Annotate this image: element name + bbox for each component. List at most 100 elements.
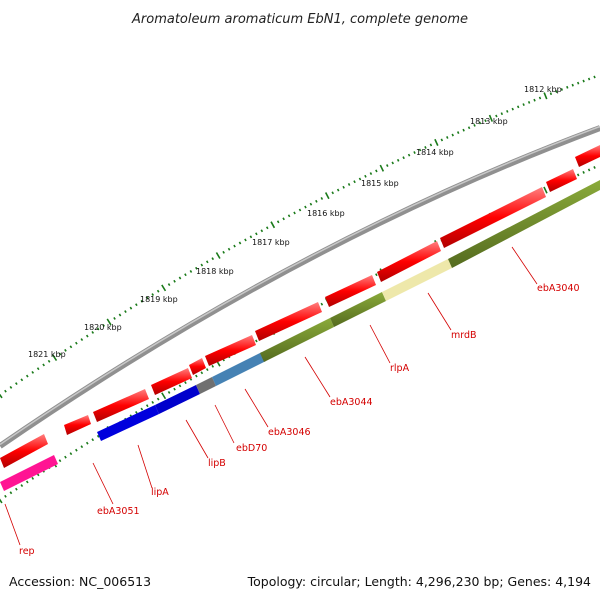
gene-arrow[interactable] (93, 389, 149, 422)
ruler-tick (106, 318, 112, 326)
ruler-tick (407, 153, 411, 157)
ruler-tick (587, 77, 591, 81)
ruler-tick (555, 90, 558, 93)
ruler-tick (582, 79, 585, 83)
ruler-tick (391, 161, 394, 165)
gene-arrow[interactable] (255, 302, 322, 341)
ruler-tick (47, 359, 51, 363)
ruler-tick (64, 348, 67, 352)
gene-arrow-mrdB[interactable] (382, 259, 452, 301)
gene-label[interactable]: ebD70 (236, 443, 267, 454)
ruler-tick (151, 293, 155, 297)
ruler-tick (298, 208, 302, 212)
ruler-tick (161, 284, 167, 292)
gene-label[interactable]: ebA3046 (268, 427, 311, 438)
gene-label[interactable]: mrdB (451, 330, 477, 341)
ruler-tick (215, 252, 221, 259)
gene-arrow[interactable] (325, 275, 376, 307)
ruler-tick (173, 387, 176, 391)
ruler-tick (434, 138, 439, 146)
ruler-tick (255, 339, 258, 343)
ruler-tick (80, 445, 84, 449)
gene-label[interactable]: ebA3044 (330, 397, 373, 408)
gene-arrow-rlpA[interactable] (330, 292, 386, 327)
ruler-label: 1818 kbp (196, 267, 234, 276)
ruler-tick (375, 273, 378, 277)
gene-arrow[interactable] (440, 187, 546, 248)
ruler-tick (96, 434, 100, 438)
gene-arrow[interactable] (377, 241, 441, 282)
ruler-label: 1819 kbp (140, 295, 178, 304)
gene-arrow-ebA3046[interactable] (212, 352, 266, 386)
gene-arrow-ebA3044[interactable] (260, 318, 334, 362)
gene-arrow-ebA3040[interactable] (448, 180, 600, 268)
ruler-tick (543, 92, 548, 100)
ruler-tick (140, 407, 144, 411)
ruler-tick (184, 381, 187, 385)
ruler-tick (96, 327, 100, 331)
ruler-tick (145, 404, 149, 408)
ruler-tick (571, 83, 574, 87)
ruler-label: 1814 kbp (416, 148, 454, 157)
ruler-label: 1815 kbp (361, 179, 399, 188)
gene-arrow-ebD70[interactable] (196, 377, 216, 394)
ruler-tick (582, 170, 585, 174)
ruler-tick (287, 214, 291, 218)
ruler-tick (282, 217, 285, 221)
ruler-tick (255, 232, 258, 236)
gene-arrow-rep-forward[interactable] (0, 434, 48, 468)
ruler-tick (478, 121, 482, 125)
ruler-tick (576, 173, 580, 177)
ruler-tick (75, 341, 78, 345)
backbone-highlight (0, 125, 600, 446)
gene-arrow[interactable] (546, 169, 577, 192)
gene-label[interactable]: ebA3040 (537, 283, 580, 294)
ruler-tick (113, 317, 116, 320)
ruler-tick (516, 105, 520, 109)
ruler-tick (129, 306, 133, 310)
ruler-tick (211, 257, 215, 261)
ruler-tick (238, 241, 242, 245)
ruler-tick (20, 484, 24, 487)
ruler-tick (336, 188, 340, 192)
gene-arrow[interactable] (64, 415, 91, 435)
ruler-tick (91, 438, 95, 442)
gene-arrow[interactable] (575, 145, 600, 167)
ruler-tick (331, 191, 334, 195)
gene-arrow[interactable] (205, 335, 256, 366)
ruler-tick (42, 363, 45, 367)
ruler-tick (145, 296, 149, 300)
ruler-tick (25, 480, 29, 484)
gene-label[interactable]: lipB (208, 458, 226, 469)
gene-arrow-rep[interactable] (0, 455, 58, 491)
gene-arrow[interactable] (151, 368, 192, 395)
ruler-label: 1821 kbp (28, 350, 66, 359)
gene-label[interactable]: rlpA (390, 363, 410, 374)
ruler-tick (566, 85, 569, 89)
gene-arrow-lipB[interactable] (155, 385, 200, 414)
ruler-tick (4, 389, 7, 393)
ruler-tick (211, 364, 215, 368)
ruler-tick (506, 109, 509, 113)
ruler-tick (587, 168, 591, 172)
ruler-tick (467, 126, 471, 130)
gene-arrow[interactable] (189, 358, 206, 375)
ruler-tick (342, 185, 345, 189)
ruler-tick (69, 345, 73, 349)
ruler-label: 1812 kbp (524, 85, 562, 94)
ruler-tick (533, 98, 536, 102)
gene-label[interactable]: rep (19, 546, 35, 557)
ruler-tick (522, 103, 525, 107)
ruler-tick (309, 202, 313, 206)
gene-label[interactable]: lipA (151, 487, 169, 498)
ruler-tick (364, 174, 367, 178)
outer-ruler (0, 75, 596, 399)
ruler-tick (51, 354, 58, 361)
ruler-tick (347, 183, 351, 186)
ruler-tick (402, 156, 405, 160)
gene-label[interactable]: ebA3051 (97, 506, 140, 517)
gene-label-layer: ebA3040 mrdB rlpA ebA3044 ebA3046 ebD70 … (19, 283, 580, 557)
gene-arrow-lipA[interactable] (97, 405, 159, 441)
ruler-tick (593, 166, 596, 169)
ruler-tick (15, 382, 18, 386)
